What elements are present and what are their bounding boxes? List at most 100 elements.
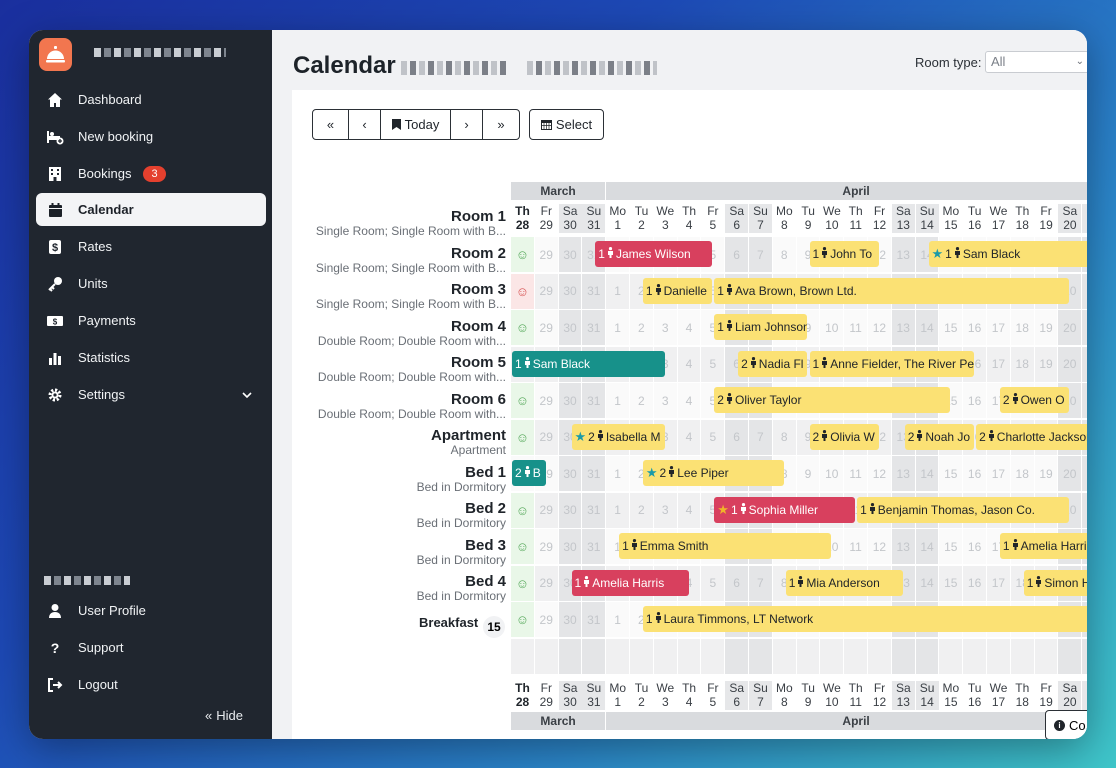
status-smile-icon[interactable]: ☺ [511,492,534,528]
booking-bar[interactable]: 1 Ava Brown, Brown Ltd. [714,277,1070,304]
booking-bar[interactable]: 1 Danielle [642,277,713,304]
day-cell[interactable]: 30 [558,237,582,272]
sidebar-item-logout[interactable]: Logout [36,668,266,701]
row-label-room-6[interactable]: Room 6 Double Room; Double Room with... [292,391,506,421]
day-cell[interactable]: 7 [749,419,772,455]
booking-bar[interactable]: 1 Amelia Harris [999,533,1087,559]
day-cell[interactable]: 1 [606,310,629,345]
day-cell[interactable]: 7 [749,237,772,272]
status-smile-icon[interactable]: ☺ [511,529,534,564]
day-cell[interactable]: 15 [939,565,963,601]
day-cell[interactable]: 13 [891,310,915,345]
day-cell[interactable]: 16 [963,310,986,345]
day-cell[interactable]: 18 [1010,310,1034,345]
day-cell[interactable]: 11 [844,456,867,491]
next-fast-button[interactable]: » [497,117,505,132]
day-cell[interactable]: 31 [582,492,606,528]
day-cell[interactable]: 4 [677,346,701,382]
status-smile-icon[interactable]: ☺ [511,237,534,272]
day-cell[interactable]: 14 [915,529,939,564]
day-cell[interactable]: 4 [677,310,701,345]
sidebar-item-payments[interactable]: $ Payments [36,304,266,337]
booking-bar[interactable]: 2 Oliver Taylor [714,387,951,413]
booking-bar[interactable]: ★ 1 Sam Black [928,241,1087,267]
day-cell[interactable]: 5 [701,565,725,601]
day-cell[interactable]: 31 [582,310,606,345]
day-cell[interactable]: 17 [987,346,1010,382]
booking-bar[interactable]: 1 James Wilson [595,241,713,267]
today-button[interactable]: Today [381,110,451,139]
day-cell[interactable]: 6 [725,419,748,455]
day-cell[interactable]: 18 [1010,346,1034,382]
status-smile-icon[interactable]: ☺ [511,565,534,601]
day-cell[interactable]: 3 [653,310,677,345]
row-label-apartment[interactable]: Apartment Apartment [292,428,506,457]
day-cell[interactable]: 18 [1010,456,1034,491]
row-label-bed-1[interactable]: Bed 1 Bed in Dormitory [292,464,506,494]
day-cell[interactable]: 12 [868,456,891,491]
day-cell[interactable]: 14 [915,456,939,491]
day-cell[interactable]: 2 [630,492,653,528]
status-smile-icon[interactable]: ☺ [511,602,534,637]
day-cell[interactable]: 20 [1058,346,1082,382]
day-cell[interactable]: 8 [772,419,796,455]
day-cell[interactable]: 1 [606,602,629,637]
next-button[interactable]: › [451,110,483,139]
day-cell[interactable]: 14 [915,565,939,601]
status-smile-icon[interactable]: ☺ [511,419,534,455]
day-cell[interactable]: 29 [534,602,558,637]
day-cell[interactable]: 13 [891,529,915,564]
booking-bar[interactable]: 1 Benjamin Thomas, Jason Co. [857,496,1070,523]
booking-bar[interactable]: 1 Emma Smith [619,533,832,559]
day-cell[interactable]: 17 [987,456,1010,491]
day-cell[interactable]: 3 [653,383,677,418]
day-cell[interactable]: 6 [725,565,748,601]
day-cell[interactable]: 30 [558,529,582,564]
day-cell[interactable]: 30 [558,602,582,637]
row-label-bed-4[interactable]: Bed 4 Bed in Dormitory [292,574,506,603]
day-cell[interactable]: 30 [558,456,582,491]
logo[interactable] [39,38,72,71]
day-cell[interactable]: 29 [534,419,558,455]
sidebar-item-dashboard[interactable]: Dashboard [36,83,266,116]
day-cell[interactable]: 1 [606,456,629,491]
day-cell[interactable]: 1 [606,383,629,418]
day-cell[interactable]: 21 [1082,346,1087,382]
sidebar-item-rates[interactable]: $ Rates [36,230,266,263]
day-cell[interactable]: 15 [939,310,963,345]
day-cell[interactable]: 11 [844,529,867,564]
row-label-room-4[interactable]: Room 4 Double Room; Double Room with... [292,318,506,348]
booking-bar[interactable]: ★ 1 Sophia Miller [714,496,856,523]
day-cell[interactable]: 30 [558,273,582,309]
day-cell[interactable]: 19 [1034,310,1058,345]
row-label-bed-3[interactable]: Bed 3 Bed in Dormitory [292,537,506,567]
day-cell[interactable]: 8 [772,237,796,272]
booking-bar[interactable]: 1 John To [809,241,879,267]
booking-bar[interactable]: 2 Nadia Fl [738,350,808,377]
booking-bar[interactable]: 1 Liam Johnson, J [714,314,808,340]
sidebar-item-settings[interactable]: Settings [36,378,266,411]
day-cell[interactable]: 29 [534,529,558,564]
day-cell[interactable]: 10 [820,456,844,491]
sidebar-item-new-booking[interactable]: New booking [36,120,266,153]
booking-bar[interactable]: 2 Olivia W [809,423,879,450]
day-cell[interactable]: 12 [868,529,891,564]
day-cell[interactable]: 1 [606,492,629,528]
day-cell[interactable]: 16 [963,383,986,418]
day-cell[interactable]: 20 [1058,310,1082,345]
day-cell[interactable]: 15 [939,456,963,491]
sidebar-item-support[interactable]: ? Support [36,631,266,664]
day-cell[interactable]: 29 [534,237,558,272]
sidebar-item-units[interactable]: Units [36,267,266,300]
status-smile-icon[interactable]: ☺ [511,273,534,309]
day-cell[interactable]: 10 [820,310,844,345]
day-cell[interactable]: 20 [1058,456,1082,491]
day-cell[interactable]: 6 [725,237,748,272]
row-label-room-5[interactable]: Room 5 Double Room; Double Room with... [292,355,506,384]
booking-bar[interactable]: 2 Charlotte Jackson [976,423,1087,450]
day-cell[interactable]: 13 [891,456,915,491]
status-smile-icon[interactable]: ☺ [511,383,534,418]
booking-bar[interactable]: ★ 2 Isabella M [571,423,665,450]
day-cell[interactable]: 31 [582,273,606,309]
day-cell[interactable]: 29 [534,383,558,418]
